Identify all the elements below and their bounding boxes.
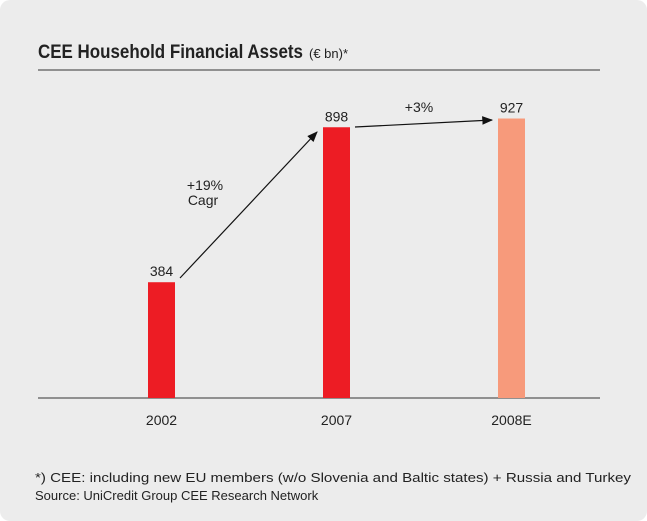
bar [498, 118, 525, 399]
chart-subtitle: (€ bn)* [309, 46, 348, 61]
growth-arrow [179, 131, 318, 279]
growth-arrow [354, 116, 494, 128]
value-label: 898 [325, 108, 349, 124]
x-tick-label: 2002 [146, 412, 177, 428]
annotation: +3% [405, 99, 433, 115]
footnote: *) CEE: including new EU members (w/o Sl… [35, 470, 632, 485]
x-tick-label: 2007 [321, 412, 352, 428]
chart-title: CEE Household Financial Assets [38, 42, 303, 63]
value-label: 384 [150, 263, 174, 279]
bar [148, 282, 175, 398]
annotation: Cagr [188, 192, 219, 208]
x-tick-label: 2008E [491, 412, 531, 428]
footnote: Source: UniCredit Group CEE Research Net… [35, 488, 319, 503]
value-label: 927 [500, 100, 524, 116]
annotation: +19% [187, 177, 223, 193]
bar [323, 127, 350, 399]
